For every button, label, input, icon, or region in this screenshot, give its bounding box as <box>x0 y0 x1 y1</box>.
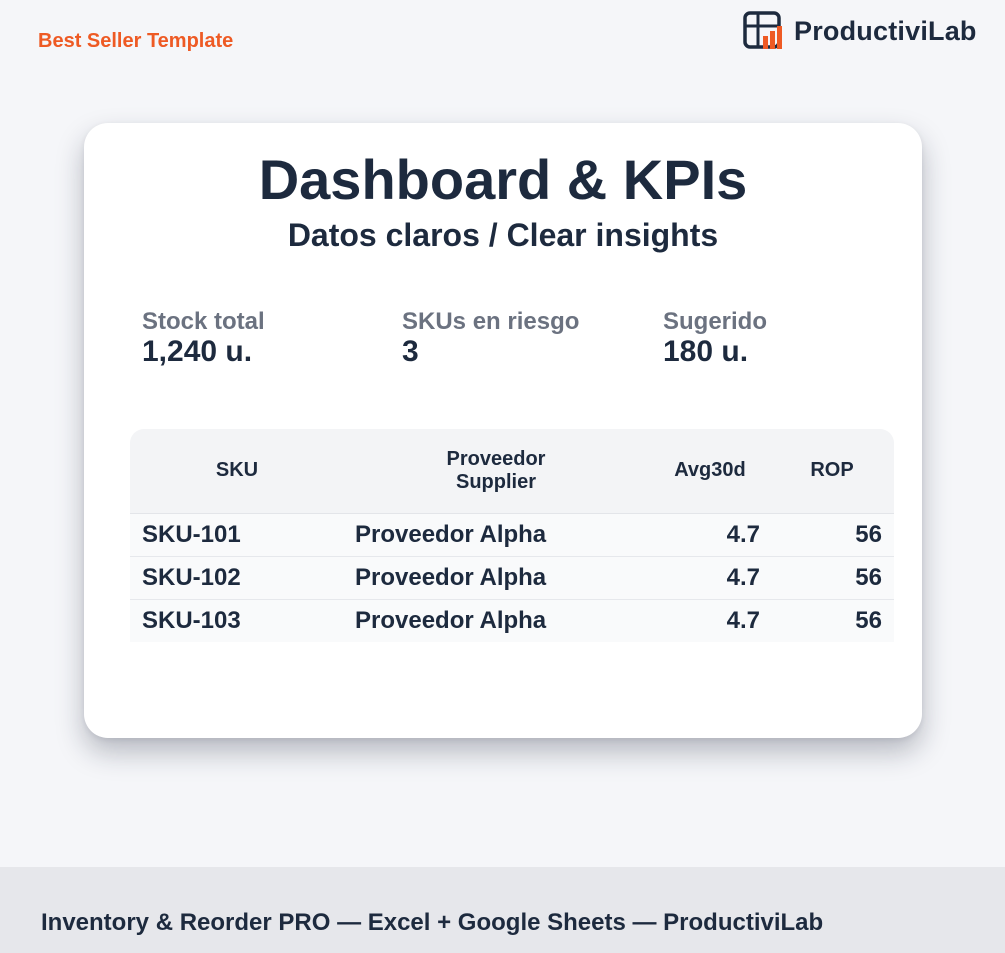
cell-rop: 56 <box>855 607 882 634</box>
spreadsheet-chart-logo-icon <box>743 11 782 49</box>
column-header-supplier-line2: Supplier <box>455 471 536 493</box>
logo-text: ProductiviLab <box>794 15 977 46</box>
column-header-proveedor-line1: Proveedor <box>446 448 546 470</box>
column-header-sku[interactable]: SKU <box>215 459 259 481</box>
cell-proveedor: Proveedor Alpha <box>355 521 547 548</box>
cell-avg30d: 4.7 <box>726 564 760 591</box>
dashboard-card: Dashboard & KPIs Datos claros / Clear in… <box>84 123 922 738</box>
best-seller-badge: Best Seller Template <box>38 30 234 52</box>
cell-proveedor: Proveedor Alpha <box>355 607 547 634</box>
kpi-value: 1,240 u. <box>142 335 253 368</box>
cell-rop: 56 <box>855 521 882 548</box>
kpi-label: Sugerido <box>663 308 768 335</box>
kpi-label: SKUs en riesgo <box>402 308 580 335</box>
kpi-value: 180 u. <box>663 335 749 368</box>
kpi-stock-total: Stock total 1,240 u. <box>142 308 265 368</box>
reorder-table: SKU Proveedor Supplier Avg30d ROP SKU-10… <box>130 429 894 642</box>
table-row[interactable]: SKU-101 Proveedor Alpha 4.7 56 <box>130 514 894 557</box>
footer-text: Inventory & Reorder PRO — Excel + Google… <box>41 909 824 936</box>
kpi-label: Stock total <box>142 308 265 335</box>
cell-rop: 56 <box>855 564 882 591</box>
table-row[interactable]: SKU-103 Proveedor Alpha 4.7 56 <box>130 600 894 642</box>
card-subtitle: Datos claros / Clear insights <box>287 217 719 253</box>
cell-proveedor: Proveedor Alpha <box>355 564 547 591</box>
productivilab-logo[interactable]: ProductiviLab <box>743 10 977 52</box>
cell-sku: SKU-102 <box>142 564 241 591</box>
column-header-rop[interactable]: ROP <box>810 459 854 481</box>
kpi-suggested: Sugerido 180 u. <box>663 308 767 368</box>
table-header: SKU Proveedor Supplier Avg30d ROP <box>130 429 894 514</box>
kpi-value: 3 <box>402 335 419 368</box>
cell-avg30d: 4.7 <box>726 607 760 634</box>
table-row[interactable]: SKU-102 Proveedor Alpha 4.7 56 <box>130 557 894 600</box>
cell-sku: SKU-103 <box>142 607 241 634</box>
column-header-avg30d[interactable]: Avg30d <box>674 459 746 481</box>
footer-bar: Inventory & Reorder PRO — Excel + Google… <box>0 867 1005 953</box>
cell-avg30d: 4.7 <box>726 521 760 548</box>
card-title: Dashboard & KPIs <box>258 148 748 211</box>
column-header-proveedor[interactable]: Proveedor Supplier <box>416 448 576 494</box>
kpi-skus-at-risk: SKUs en riesgo 3 <box>402 308 579 368</box>
cell-sku: SKU-101 <box>142 521 241 548</box>
